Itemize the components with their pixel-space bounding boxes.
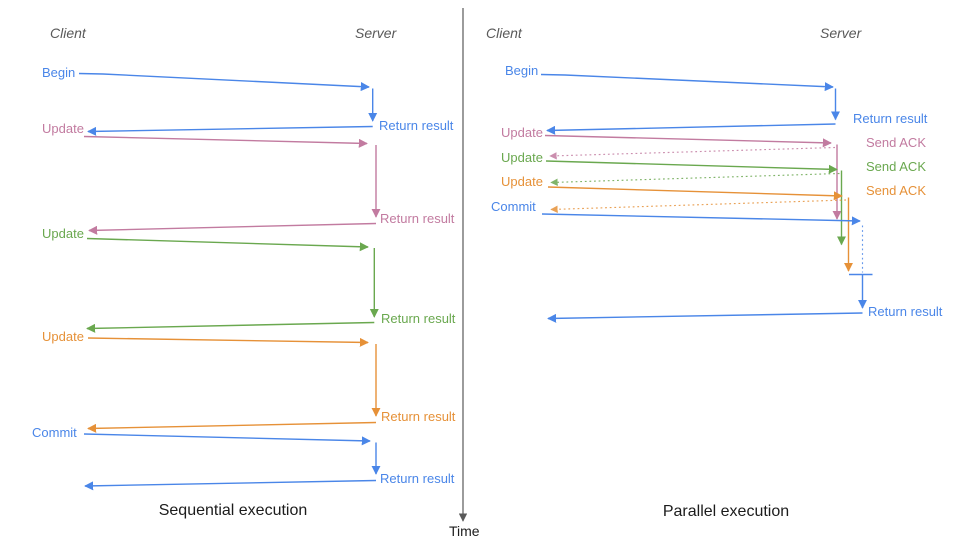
left-update2-label: Update [42, 226, 84, 241]
seq-update2-return-line [86, 321, 375, 333]
right-update3-label: Update [501, 174, 543, 189]
seq-update1-request-line [83, 135, 368, 148]
par-update1-request-line [544, 134, 832, 148]
right-update3-ack-label: Send ACK [866, 183, 926, 198]
right-diagram-caption: Parallel execution [662, 503, 790, 520]
par-update3-request-line [547, 186, 843, 201]
seq-commit-return-line [84, 479, 377, 491]
left-update3-response-label: Return result [381, 409, 456, 424]
seq-update1-return-line [88, 222, 377, 235]
left-begin-response-label: Return result [379, 118, 454, 133]
left-update1-response-label: Return result [380, 211, 455, 226]
time-axis-label: Time [449, 523, 480, 539]
right-update1-label: Update [501, 125, 543, 140]
par-update2-ack-line [550, 172, 840, 187]
sequential-diagram-lines [78, 72, 381, 491]
left-update2-response-label: Return result [381, 311, 456, 326]
right-commit-label: Commit [491, 199, 536, 214]
par-commit-request-line [541, 213, 861, 226]
par-commit-return-line [547, 312, 863, 323]
left-commit-response-label: Return result [380, 471, 455, 486]
seq-update3-request-line [87, 337, 369, 347]
left-commit-label: Commit [32, 425, 77, 440]
seq-commit-request-line [83, 433, 371, 446]
par-begin-request-line [540, 73, 834, 92]
par-update1-ack-line [549, 146, 836, 160]
right-commit-response-label: Return result [868, 304, 943, 319]
left-diagram-caption: Sequential execution [158, 502, 308, 519]
par-begin-return-line [546, 123, 836, 135]
left-client-heading: Client [50, 25, 86, 41]
right-update2-label: Update [501, 150, 543, 165]
right-begin-label: Begin [505, 63, 539, 78]
seq-begin-return-line [87, 125, 373, 136]
par-update3-ack-line [550, 199, 847, 214]
left-begin-label: Begin [42, 65, 76, 80]
parallel-diagram-lines [540, 73, 873, 323]
seq-update2-request-line [86, 237, 369, 252]
right-server-heading: Server [820, 25, 862, 41]
left-update3-label: Update [42, 329, 84, 344]
right-update1-ack-label: Send ACK [866, 135, 926, 150]
right-client-heading: Client [486, 25, 522, 41]
par-update2-request-line [545, 160, 838, 174]
right-update2-ack-label: Send ACK [866, 159, 926, 174]
left-update1-label: Update [42, 121, 84, 136]
right-begin-response-label: Return result [853, 111, 928, 126]
seq-begin-request-line [78, 72, 370, 92]
seq-update3-return-line [87, 421, 377, 433]
left-server-heading: Server [355, 25, 397, 41]
